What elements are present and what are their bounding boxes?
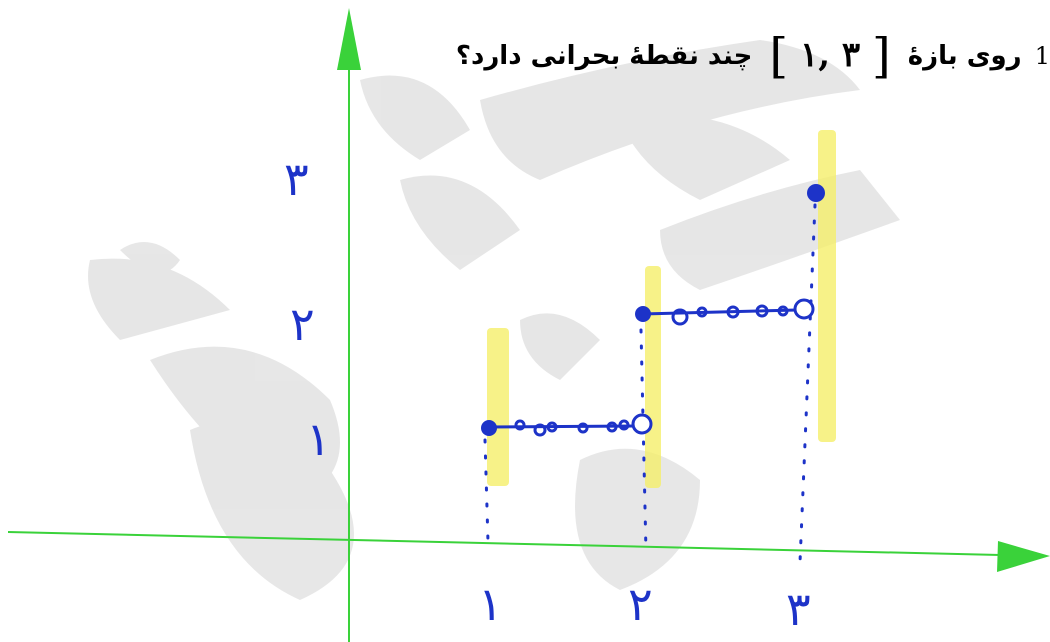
question-text: 1 روی بازهٔ [ ۱, ۳ ] چند نقطهٔ بحرانی دا… (350, 28, 1050, 84)
x-axis-arrow (997, 541, 1050, 572)
x-tick-2: ۲ (628, 577, 653, 631)
step-2-line (641, 308, 798, 316)
guides (483, 203, 817, 564)
x-tick-labels: ۱ ۲ ۳ (478, 577, 811, 636)
step-2-open-end (793, 298, 815, 320)
x-axis (7, 531, 1001, 556)
highlight-x1 (487, 328, 509, 486)
question-number: 1 (1034, 42, 1050, 70)
interval-close-bracket: ] (872, 28, 891, 84)
y-tick-1: ۱ (306, 412, 331, 466)
step-function (488, 298, 815, 437)
interval-open-bracket: [ (769, 28, 789, 84)
y-axis-arrow (337, 8, 361, 70)
question-text-after: چند نقطهٔ بحرانی دارد؟ (455, 41, 753, 71)
x-tick-1: ۱ (478, 577, 503, 631)
closed-point-2 (635, 306, 651, 322)
y-tick-2: ۲ (290, 297, 315, 351)
step-1-open-end (631, 413, 653, 435)
interval-value: ۱, ۳ (799, 35, 861, 75)
closed-point-1 (481, 420, 497, 436)
highlight-x2 (645, 266, 661, 488)
step-1-line (488, 424, 637, 429)
highlights (487, 130, 836, 488)
guide-x1 (483, 438, 490, 544)
interval: [ ۱, ۳ ] (769, 28, 890, 84)
watermark (88, 40, 900, 600)
highlight-x3 (818, 130, 836, 442)
guide-x3 (798, 203, 817, 564)
y-tick-labels: ۱ ۲ ۳ (284, 152, 331, 466)
axes (7, 8, 1050, 642)
closed-point-3 (807, 184, 825, 202)
y-tick-3: ۳ (284, 152, 309, 206)
question-text-before: روی بازهٔ (907, 41, 1022, 71)
guide-x2 (639, 328, 648, 554)
closed-points (481, 184, 825, 436)
x-tick-3: ۳ (786, 582, 811, 636)
